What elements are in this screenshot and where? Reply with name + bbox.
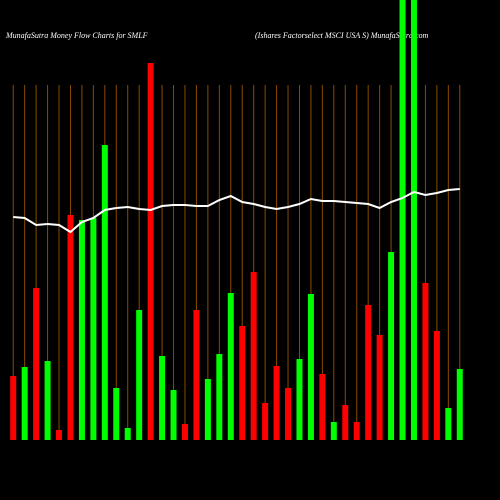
bar bbox=[90, 218, 97, 440]
bar bbox=[67, 215, 74, 440]
bar bbox=[101, 145, 108, 440]
bar bbox=[285, 388, 292, 440]
bar bbox=[422, 283, 429, 440]
bar bbox=[124, 428, 131, 440]
bar bbox=[445, 408, 452, 440]
bar bbox=[204, 379, 211, 440]
bar bbox=[113, 388, 120, 440]
bar bbox=[181, 424, 188, 440]
bar bbox=[330, 422, 337, 440]
bar bbox=[33, 288, 40, 440]
price-line bbox=[13, 188, 460, 234]
bar bbox=[78, 220, 85, 440]
bar bbox=[307, 294, 314, 440]
bar bbox=[342, 405, 349, 440]
chart-title: MunafaSutra Money Flow Charts for SMLF bbox=[5, 31, 148, 40]
bar bbox=[136, 310, 143, 440]
bar bbox=[456, 369, 463, 440]
bar bbox=[410, 0, 417, 440]
bar bbox=[296, 359, 303, 440]
bar bbox=[273, 366, 280, 440]
bar bbox=[193, 310, 200, 440]
bar bbox=[170, 390, 177, 440]
bar bbox=[10, 376, 17, 440]
bar bbox=[433, 331, 440, 440]
chart-subtitle: (Ishares Factorselect MSCI USA S) Munafa… bbox=[255, 31, 429, 40]
bar bbox=[239, 326, 246, 440]
bar bbox=[250, 272, 257, 440]
bar bbox=[388, 252, 395, 440]
bar bbox=[353, 422, 360, 440]
bar bbox=[147, 63, 154, 440]
bar bbox=[365, 305, 372, 440]
bar bbox=[44, 361, 51, 440]
bar bbox=[399, 0, 406, 440]
bar bbox=[21, 367, 28, 440]
bar bbox=[262, 403, 269, 440]
bar bbox=[216, 354, 223, 440]
bar bbox=[159, 356, 166, 440]
bar bbox=[56, 430, 63, 440]
bar bbox=[319, 374, 326, 440]
bar bbox=[376, 335, 383, 440]
bar bbox=[227, 293, 234, 440]
